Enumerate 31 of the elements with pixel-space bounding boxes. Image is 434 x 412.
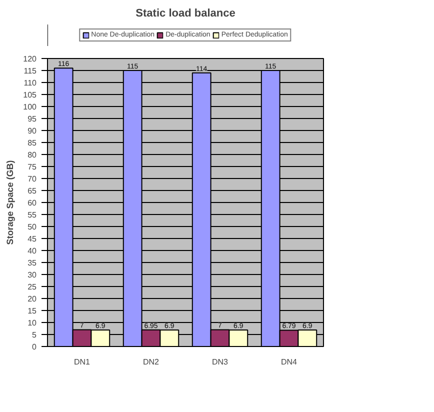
chart-title: Static load balance — [136, 8, 236, 20]
y-tick-label: 50 — [28, 222, 38, 232]
y-tick-label: 25 — [28, 282, 38, 292]
x-tick-label: DN1 — [74, 358, 91, 366]
y-tick-label: 95 — [28, 114, 38, 124]
y-tick-label: 20 — [28, 294, 38, 304]
y-tick-label: 110 — [24, 78, 38, 88]
y-tick-label: 80 — [28, 150, 38, 160]
y-tick-label: 0 — [32, 342, 38, 352]
y-tick-label: 40 — [28, 246, 38, 256]
y-tick-label: 60 — [28, 198, 38, 208]
y-tick-label: 90 — [28, 126, 38, 136]
y-tick-label: 105 — [23, 90, 38, 100]
y-tick-label: 55 — [28, 210, 38, 220]
y-tick-label: 45 — [28, 234, 38, 244]
y-tick-label: 120 — [23, 54, 38, 64]
x-tick-label: DN2 — [143, 358, 160, 366]
y-tick-label: 70 — [28, 174, 38, 184]
y-tick-label: 75 — [28, 162, 38, 172]
y-axis-title: Storage Space (GB) — [5, 160, 16, 245]
y-tick-label: 35 — [28, 258, 38, 268]
x-tick-label: DN4 — [281, 358, 298, 366]
y-tick-label: 5 — [32, 330, 38, 340]
y-tick-label: 65 — [28, 186, 38, 196]
y-tick-label: 30 — [28, 270, 38, 280]
y-tick-label: 100 — [23, 102, 38, 112]
y-tick-label: 115 — [24, 66, 38, 76]
y-tick-label: 10 — [28, 318, 38, 328]
y-tick-label: 15 — [28, 306, 38, 316]
y-tick-label: 85 — [28, 138, 38, 148]
x-tick-label: DN3 — [212, 358, 229, 366]
